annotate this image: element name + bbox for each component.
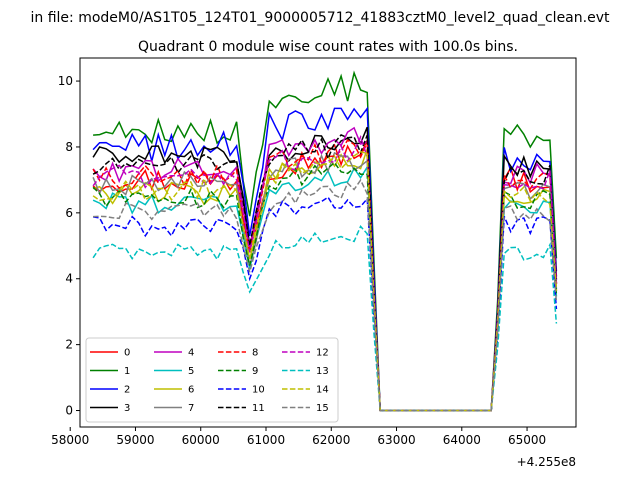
x-tick-label: 65000 — [508, 433, 546, 447]
x-tick-label: 60000 — [182, 433, 220, 447]
y-tick-label: 4 — [65, 272, 73, 286]
legend-box — [85, 337, 339, 423]
legend-label-1: 1 — [124, 366, 130, 377]
series-line-11 — [92, 133, 558, 412]
legend-label-6: 6 — [188, 385, 194, 396]
legend-label-7: 7 — [188, 403, 194, 414]
legend-label-10: 10 — [252, 385, 265, 396]
legend-label-14: 14 — [316, 385, 329, 396]
series-line-12 — [92, 134, 558, 412]
legend-label-9: 9 — [252, 366, 258, 377]
x-tick-label: 63000 — [377, 433, 415, 447]
x-tick-label: 59000 — [116, 433, 154, 447]
series-line-15 — [93, 178, 558, 412]
x-tick-label: 62000 — [312, 433, 350, 447]
y-axis: 0 2 4 6 8 10 — [58, 74, 80, 418]
legend-label-2: 2 — [124, 385, 130, 396]
figure-suptitle: in file: modeM0/AS1T05_124T01_9000005712… — [31, 10, 610, 26]
legend-label-11: 11 — [252, 403, 265, 414]
chart-title: Quadrant 0 module wise count rates with … — [138, 39, 518, 55]
legend-label-0: 0 — [124, 348, 130, 359]
x-axis: 58000 59000 60000 61000 62000 63000 64000 65000 — [51, 427, 546, 447]
x-offset-label: +4.255e8 — [517, 455, 576, 469]
legend-label-15: 15 — [316, 403, 329, 414]
x-tick-label: 58000 — [51, 433, 89, 447]
y-tick-label: 0 — [65, 404, 73, 418]
x-tick-label: 61000 — [247, 433, 285, 447]
legend-label-3: 3 — [124, 403, 130, 414]
legend-label-12: 12 — [316, 348, 329, 359]
axes-frame — [79, 57, 577, 428]
y-tick-label: 2 — [65, 338, 73, 352]
plot-area — [79, 57, 577, 428]
legend-label-5: 5 — [188, 366, 194, 377]
x-tick-label: 64000 — [443, 433, 481, 447]
y-tick-label: 8 — [65, 140, 73, 154]
y-tick-label: 6 — [65, 206, 73, 220]
legend-label-13: 13 — [316, 366, 329, 377]
y-tick-label: 10 — [58, 74, 73, 88]
legend-label-8: 8 — [252, 348, 258, 359]
legend-label-4: 4 — [188, 348, 194, 359]
